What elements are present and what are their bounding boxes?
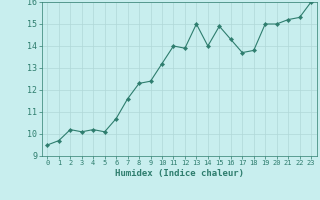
X-axis label: Humidex (Indice chaleur): Humidex (Indice chaleur) <box>115 169 244 178</box>
